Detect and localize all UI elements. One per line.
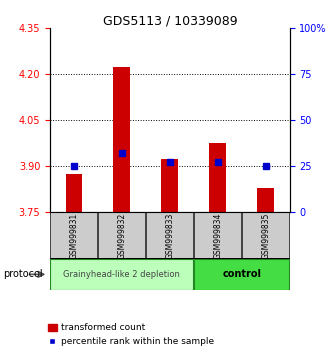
Bar xyxy=(146,212,193,258)
Title: GDS5113 / 10339089: GDS5113 / 10339089 xyxy=(103,14,237,27)
Bar xyxy=(162,159,178,212)
Text: Grainyhead-like 2 depletion: Grainyhead-like 2 depletion xyxy=(64,270,180,279)
Bar xyxy=(257,188,274,212)
Bar xyxy=(50,259,193,290)
Legend: transformed count, percentile rank within the sample: transformed count, percentile rank withi… xyxy=(48,324,214,346)
Text: GSM999835: GSM999835 xyxy=(261,212,270,259)
Bar xyxy=(66,174,82,212)
Bar xyxy=(50,212,98,258)
Bar xyxy=(194,212,241,258)
Text: protocol: protocol xyxy=(3,269,43,279)
Bar xyxy=(114,67,130,212)
Text: GSM999832: GSM999832 xyxy=(117,212,127,258)
Bar xyxy=(98,212,146,258)
Bar xyxy=(209,143,226,212)
Text: GSM999834: GSM999834 xyxy=(213,212,222,259)
Bar xyxy=(194,259,289,290)
Text: GSM999831: GSM999831 xyxy=(69,212,79,258)
Bar xyxy=(242,212,289,258)
Text: control: control xyxy=(222,269,261,279)
Text: GSM999833: GSM999833 xyxy=(165,212,174,259)
